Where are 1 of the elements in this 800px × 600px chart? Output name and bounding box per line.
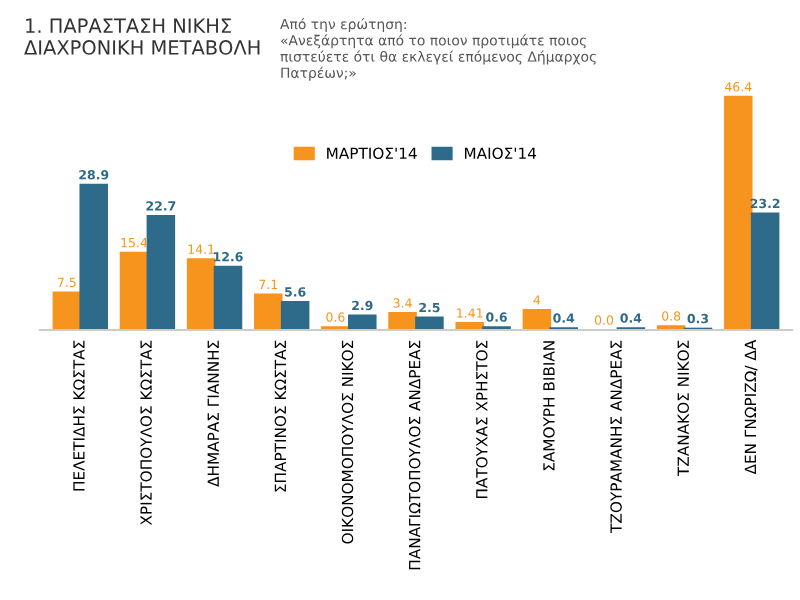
chart-title: 1. ΠΑΡΑΣΤΑΣΗ ΝΙΚΗΣ ΔΙΑΧΡΟΝΙΚΗ ΜΕΤΑΒΟΛΗ [24,18,260,55]
